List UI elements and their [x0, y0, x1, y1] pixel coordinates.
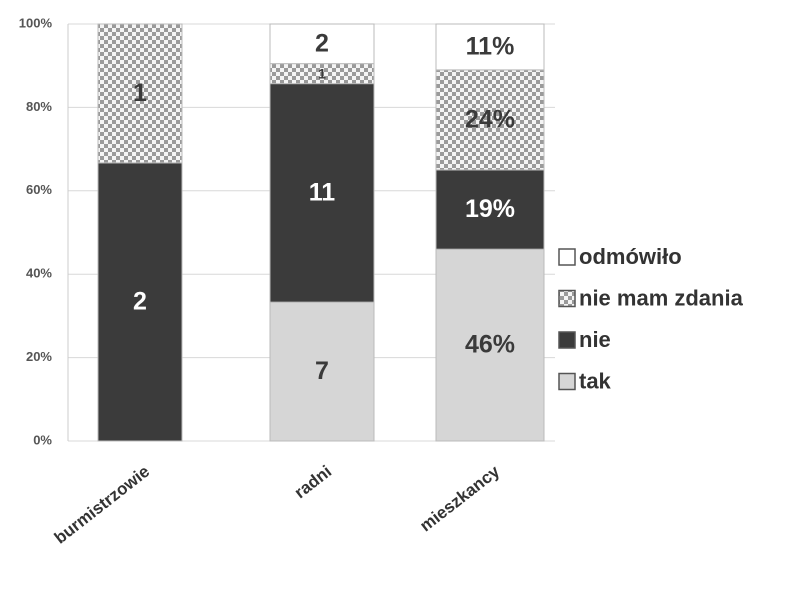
data-label: 1 [133, 79, 147, 107]
x-tick-label: burmistrzowie [51, 462, 154, 548]
data-label: 11% [466, 33, 515, 61]
y-tick-label: 60% [26, 182, 52, 197]
x-tick-label: mieszkancy [416, 461, 503, 535]
bar-segment [435, 69, 545, 171]
data-label: 2 [315, 29, 329, 57]
data-label: 24% [465, 106, 515, 134]
legend-label: odmówiło [579, 244, 682, 269]
legend-swatch [558, 331, 576, 349]
legend-swatch [558, 372, 576, 391]
bar-segment [269, 83, 375, 303]
bar-segment [97, 162, 183, 442]
data-label: 2 [133, 288, 147, 316]
bar-segment [269, 301, 375, 442]
bar-segment [269, 23, 375, 65]
data-label: 7 [315, 357, 329, 385]
y-tick-label: 0% [33, 432, 52, 447]
legend-swatch [558, 289, 576, 308]
bar-segment [435, 169, 545, 250]
data-label: 1 [318, 65, 326, 81]
data-label: 11 [309, 178, 336, 206]
legend-swatch [558, 248, 576, 266]
y-tick-label: 80% [26, 99, 52, 114]
bar-segment [97, 23, 183, 164]
x-tick-label: radni [291, 462, 335, 503]
data-label: 19% [465, 195, 515, 223]
y-tick-label: 40% [26, 266, 52, 281]
legend-label: nie mam zdania [579, 285, 744, 310]
y-tick-label: 20% [26, 349, 52, 364]
legend-label: nie [579, 327, 611, 352]
legend-label: tak [579, 368, 612, 393]
data-label: 46% [465, 331, 515, 359]
bar-segment [435, 23, 545, 71]
y-tick-label: 100% [19, 15, 53, 30]
bar-segment [435, 248, 545, 442]
